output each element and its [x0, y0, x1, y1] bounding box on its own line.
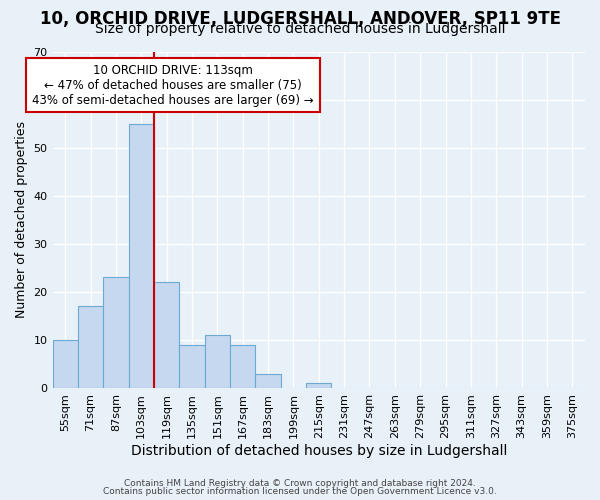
- Text: Contains public sector information licensed under the Open Government Licence v3: Contains public sector information licen…: [103, 488, 497, 496]
- X-axis label: Distribution of detached houses by size in Ludgershall: Distribution of detached houses by size …: [131, 444, 507, 458]
- Bar: [103, 278, 128, 388]
- Bar: [78, 306, 103, 388]
- Text: Size of property relative to detached houses in Ludgershall: Size of property relative to detached ho…: [95, 22, 505, 36]
- Bar: [154, 282, 179, 388]
- Bar: [205, 335, 230, 388]
- Bar: [256, 374, 281, 388]
- Y-axis label: Number of detached properties: Number of detached properties: [15, 121, 28, 318]
- Bar: [128, 124, 154, 388]
- Bar: [179, 344, 205, 388]
- Bar: [53, 340, 78, 388]
- Text: Contains HM Land Registry data © Crown copyright and database right 2024.: Contains HM Land Registry data © Crown c…: [124, 478, 476, 488]
- Bar: [306, 383, 331, 388]
- Bar: [230, 344, 256, 388]
- Text: 10, ORCHID DRIVE, LUDGERSHALL, ANDOVER, SP11 9TE: 10, ORCHID DRIVE, LUDGERSHALL, ANDOVER, …: [40, 10, 560, 28]
- Text: 10 ORCHID DRIVE: 113sqm
← 47% of detached houses are smaller (75)
43% of semi-de: 10 ORCHID DRIVE: 113sqm ← 47% of detache…: [32, 64, 314, 106]
